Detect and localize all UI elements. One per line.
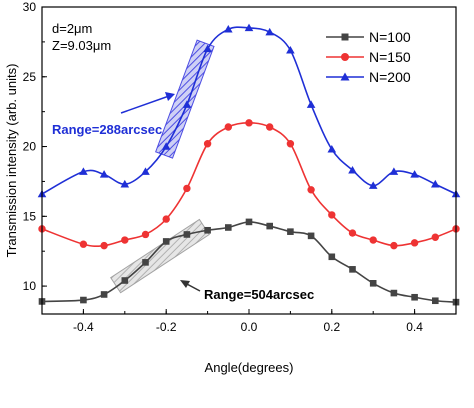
marker-n200 [368, 181, 378, 189]
y-tick-label: 30 [23, 0, 37, 14]
x-tick-label: 0.0 [241, 320, 258, 334]
legend-label-n100: N=100 [369, 29, 411, 45]
x-axis-label: Angle(degrees) [205, 360, 294, 375]
marker-n200 [141, 167, 150, 175]
legend-marker-n200 [340, 72, 350, 81]
marker-n100 [121, 277, 129, 284]
legend: N=100 N=150 N=200 [326, 29, 411, 85]
marker-n200 [79, 167, 88, 175]
range-arrow-gray [180, 280, 201, 292]
marker-n150 [162, 215, 170, 223]
marker-n100 [390, 289, 398, 297]
marker-n150 [245, 119, 253, 127]
marker-n200 [306, 100, 316, 108]
marker-n200 [244, 23, 254, 32]
marker-n200 [348, 165, 357, 174]
marker-n150 [183, 184, 191, 193]
annotation-d: d=2μm [52, 21, 92, 36]
marker-n150 [307, 186, 315, 194]
series-line-n150 [41, 122, 457, 248]
marker-n100 [162, 238, 170, 245]
marker-n200 [224, 25, 233, 33]
marker-n100 [225, 224, 232, 231]
marker-n100 [245, 218, 253, 226]
marker-n200 [203, 44, 212, 53]
marker-n200 [99, 170, 109, 178]
marker-n200 [182, 100, 192, 108]
y-axis-label: Transmission intensity (arb. units) [4, 64, 19, 258]
x-tick-label: -0.4 [73, 320, 94, 334]
y-tick-label: 10 [23, 279, 37, 293]
marker-n200 [161, 142, 171, 150]
marker-n150 [121, 236, 129, 244]
marker-n200 [120, 179, 130, 188]
marker-n100 [100, 291, 108, 298]
legend-label-n200: N=200 [369, 69, 411, 85]
marker-n150 [286, 140, 295, 148]
marker-n100 [411, 293, 418, 301]
marker-n150 [224, 123, 232, 131]
marker-n200 [327, 145, 337, 153]
marker-n100 [369, 280, 377, 287]
x-tick-label: 0.2 [323, 320, 340, 334]
marker-n100 [328, 253, 336, 261]
range-label-blue: Range=288arcsec [52, 122, 162, 137]
marker-n150 [369, 236, 377, 244]
marker-n100 [307, 232, 315, 240]
x-tick-label: -0.2 [156, 320, 177, 334]
range-label-gray: Range=504arcsec [204, 287, 314, 302]
marker-n150 [266, 123, 274, 131]
marker-n100 [349, 266, 356, 273]
y-tick-label: 25 [23, 70, 37, 84]
shaded-band-n200 [155, 39, 215, 159]
range-arrow-blue [120, 92, 175, 114]
marker-n100 [204, 226, 211, 234]
marker-n150 [328, 211, 336, 219]
shaded-band-n100 [110, 218, 210, 294]
annotation-z: Z=9.03μm [52, 38, 111, 53]
marker-n100 [142, 259, 149, 266]
marker-n200 [389, 167, 399, 175]
y-tick-label: 20 [23, 140, 37, 154]
marker-n100 [287, 228, 294, 235]
marker-n150 [431, 233, 439, 241]
marker-n150 [390, 241, 398, 250]
y-tick-label: 15 [23, 209, 37, 223]
axis-ticks: -0.4 -0.2 0.0 0.2 0.4 10 15 20 25 30 [23, 0, 457, 334]
legend-marker-n100 [341, 33, 349, 41]
marker-n200 [431, 179, 440, 188]
marker-n200 [265, 27, 274, 36]
marker-n200 [410, 170, 419, 178]
marker-n100 [432, 297, 439, 305]
marker-n150 [203, 140, 212, 148]
marker-n100 [266, 222, 273, 230]
shaded-bands [110, 39, 215, 294]
marker-n200 [286, 45, 295, 54]
marker-n100 [183, 231, 191, 238]
series-markers [37, 23, 461, 306]
marker-n100 [80, 296, 87, 304]
marker-n150 [348, 229, 357, 237]
marker-n150 [141, 230, 150, 239]
x-tick-label: 0.4 [406, 320, 423, 334]
legend-marker-n150 [341, 53, 349, 61]
marker-n150 [100, 241, 108, 250]
legend-label-n150: N=150 [369, 49, 411, 65]
marker-n150 [79, 240, 88, 248]
marker-n150 [410, 239, 419, 247]
